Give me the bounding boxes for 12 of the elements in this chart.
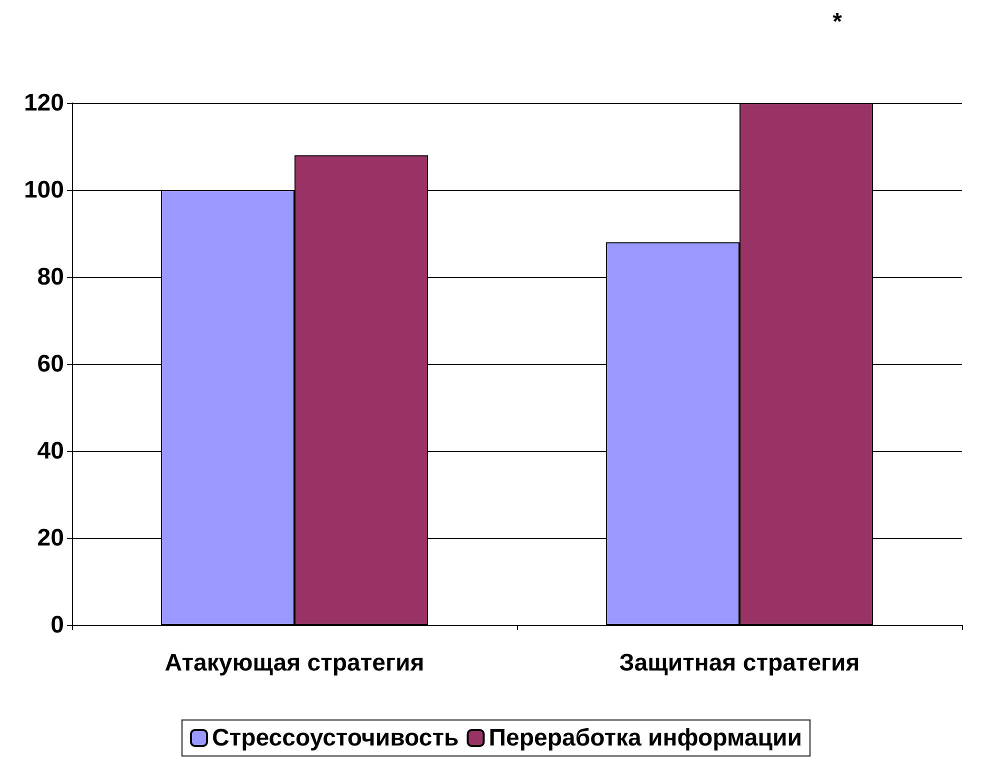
y-tick-label: 120 [24,90,64,116]
y-tick-label: 0 [50,612,64,638]
y-tick-label: 20 [37,524,64,552]
x-tick-label: Атакующая стратегия [164,650,424,676]
y-tick-label: 80 [37,264,64,290]
text: * [832,8,843,36]
y-tick-label: 100 [24,176,64,204]
y-tick-label: 60 [37,350,64,378]
legend-label: Стрессоусточивость [212,724,459,752]
legend-label: Переработка информации [488,724,802,752]
y-tick-label: 40 [37,438,64,464]
x-tick-label: Защитная стратегия [619,650,860,676]
